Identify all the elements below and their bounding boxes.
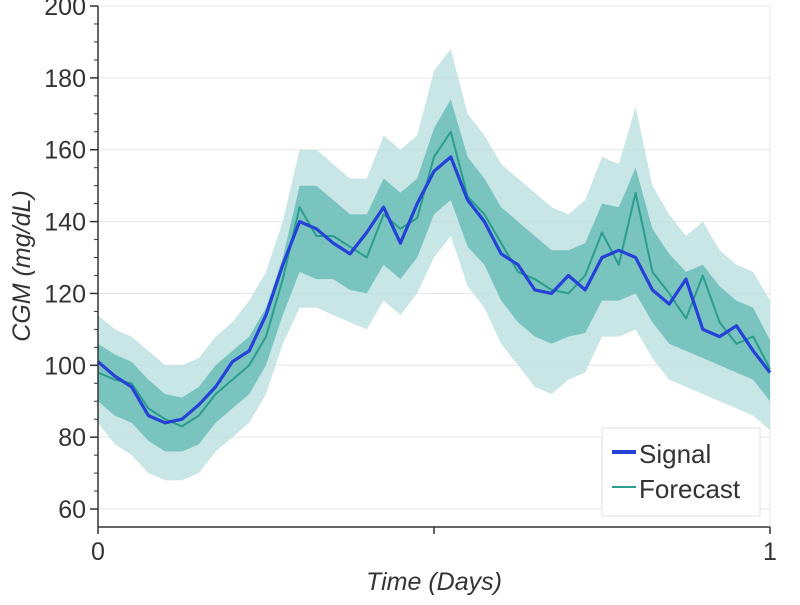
outer-uncertainty-band bbox=[98, 49, 770, 481]
forecast-line bbox=[97, 130, 771, 428]
y-tick-label: 180 bbox=[44, 65, 86, 93]
signal-line bbox=[96, 155, 772, 425]
legend-signal-label: Signal bbox=[639, 439, 711, 469]
y-tick-label: 100 bbox=[44, 352, 86, 380]
uncertainty-bands bbox=[98, 49, 770, 481]
y-tick-label: 120 bbox=[44, 280, 86, 308]
x-axis-title: Time (Days) bbox=[366, 568, 502, 596]
x-tick-label: 0 bbox=[91, 538, 105, 566]
series-lines bbox=[96, 130, 772, 428]
x-tick-label: 1 bbox=[763, 538, 777, 566]
y-tick-label: 140 bbox=[44, 209, 86, 237]
axes: 60 80 100 120 140 160 180 200 0 1 bbox=[44, 0, 777, 566]
legend-forecast-label: Forecast bbox=[639, 474, 741, 504]
y-tick-label: 160 bbox=[44, 137, 86, 165]
legend: Signal Forecast bbox=[601, 427, 761, 517]
y-tick-label: 60 bbox=[58, 496, 86, 524]
legend-box bbox=[601, 427, 761, 517]
y-axis-title: CGM (mg/dL) bbox=[8, 190, 36, 341]
y-tick-label: 200 bbox=[44, 0, 86, 21]
y-tick-label: 80 bbox=[58, 424, 86, 452]
inner-uncertainty-band bbox=[98, 99, 770, 452]
